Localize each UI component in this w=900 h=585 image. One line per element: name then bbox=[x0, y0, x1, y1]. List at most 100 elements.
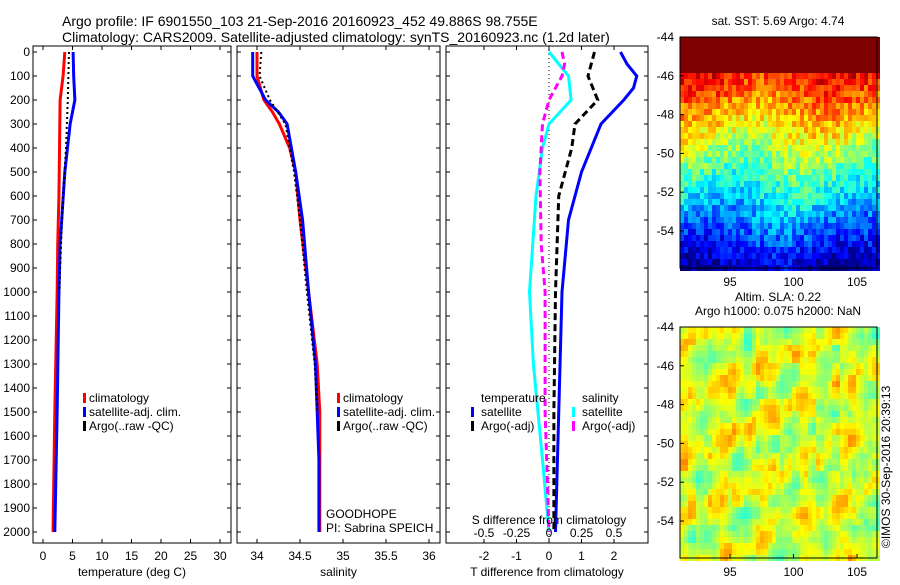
map-cell bbox=[756, 405, 760, 411]
map-cell bbox=[808, 97, 812, 103]
map-cell bbox=[840, 525, 844, 531]
map-cell bbox=[720, 97, 724, 103]
map-cell bbox=[684, 121, 688, 127]
map-cell bbox=[780, 453, 784, 459]
map-cell bbox=[860, 127, 864, 133]
map-cell bbox=[704, 163, 708, 169]
map-cell bbox=[848, 91, 852, 97]
map-cell bbox=[808, 163, 812, 169]
map-cell bbox=[712, 381, 716, 387]
map-cell bbox=[864, 235, 868, 241]
map-cell bbox=[800, 375, 804, 381]
map-cell bbox=[804, 229, 808, 235]
map-cell bbox=[720, 417, 724, 423]
map-cell bbox=[696, 73, 700, 79]
map-cell bbox=[724, 447, 728, 453]
map-cell bbox=[764, 235, 768, 241]
map-cell bbox=[872, 85, 876, 91]
map-cell bbox=[728, 435, 732, 441]
map-cell bbox=[740, 501, 744, 507]
map-cell bbox=[816, 465, 820, 471]
map-cell bbox=[724, 357, 728, 363]
map-cell bbox=[728, 235, 732, 241]
map-cell bbox=[764, 417, 768, 423]
map-cell bbox=[772, 363, 776, 369]
map-cell bbox=[820, 211, 824, 217]
map-cell bbox=[792, 223, 796, 229]
map-cell bbox=[688, 37, 692, 43]
map-cell bbox=[804, 465, 808, 471]
map-cell bbox=[700, 241, 704, 247]
map-cell bbox=[852, 375, 856, 381]
map-cell bbox=[836, 495, 840, 501]
map-cell bbox=[760, 259, 764, 265]
map-cell bbox=[680, 423, 684, 429]
map-cell bbox=[828, 163, 832, 169]
map-cell bbox=[832, 127, 836, 133]
map-cell bbox=[808, 55, 812, 61]
map-cell bbox=[760, 97, 764, 103]
map-cell bbox=[772, 549, 776, 555]
map-cell bbox=[764, 339, 768, 345]
map-cell bbox=[688, 465, 692, 471]
map-cell bbox=[840, 453, 844, 459]
map-cell bbox=[816, 85, 820, 91]
map-cell bbox=[780, 115, 784, 121]
map-cell bbox=[808, 327, 812, 333]
map-cell bbox=[860, 549, 864, 555]
series-s-satellite bbox=[527, 51, 573, 533]
map-cell bbox=[804, 513, 808, 519]
map-cell bbox=[764, 253, 768, 259]
map-cell bbox=[772, 531, 776, 537]
map-cell bbox=[860, 133, 864, 139]
y-tick-label: 1400 bbox=[3, 381, 30, 395]
map-cell bbox=[832, 43, 836, 49]
map-cell bbox=[748, 357, 752, 363]
map-cell bbox=[764, 483, 768, 489]
map-cell bbox=[732, 169, 736, 175]
map-cell bbox=[780, 327, 784, 333]
map-cell bbox=[744, 247, 748, 253]
map-cell bbox=[820, 37, 824, 43]
map-cell bbox=[736, 193, 740, 199]
map-cell bbox=[828, 97, 832, 103]
map-cell bbox=[696, 441, 700, 447]
map-cell bbox=[772, 97, 776, 103]
map-cell bbox=[832, 85, 836, 91]
map-cell bbox=[680, 453, 684, 459]
map-cell bbox=[720, 85, 724, 91]
map-cell bbox=[812, 483, 816, 489]
map-cell bbox=[800, 513, 804, 519]
map-cell bbox=[828, 199, 832, 205]
map-cell bbox=[680, 429, 684, 435]
map-cell bbox=[824, 531, 828, 537]
map-cell bbox=[768, 193, 772, 199]
map-cell bbox=[752, 471, 756, 477]
map-cell bbox=[764, 459, 768, 465]
map-cell bbox=[868, 187, 872, 193]
map-cell bbox=[736, 139, 740, 145]
map-cell bbox=[796, 247, 800, 253]
map-cell bbox=[736, 91, 740, 97]
map-cell bbox=[872, 193, 876, 199]
map-cell bbox=[800, 465, 804, 471]
map-cell bbox=[764, 61, 768, 67]
map-cell bbox=[740, 73, 744, 79]
map-cell bbox=[724, 471, 728, 477]
map-cell bbox=[756, 151, 760, 157]
map-cell bbox=[772, 459, 776, 465]
lat-tick-label: -44 bbox=[657, 320, 675, 334]
map-cell bbox=[780, 429, 784, 435]
map-cell bbox=[784, 393, 788, 399]
map-cell bbox=[852, 91, 856, 97]
map-cell bbox=[688, 175, 692, 181]
map-cell bbox=[872, 345, 876, 351]
map-cell bbox=[700, 393, 704, 399]
map-cell bbox=[816, 121, 820, 127]
map-cell bbox=[712, 211, 716, 217]
map-cell bbox=[736, 489, 740, 495]
map-cell bbox=[868, 507, 872, 513]
map-cell bbox=[876, 333, 880, 339]
map-cell bbox=[712, 393, 716, 399]
map-cell bbox=[832, 447, 836, 453]
